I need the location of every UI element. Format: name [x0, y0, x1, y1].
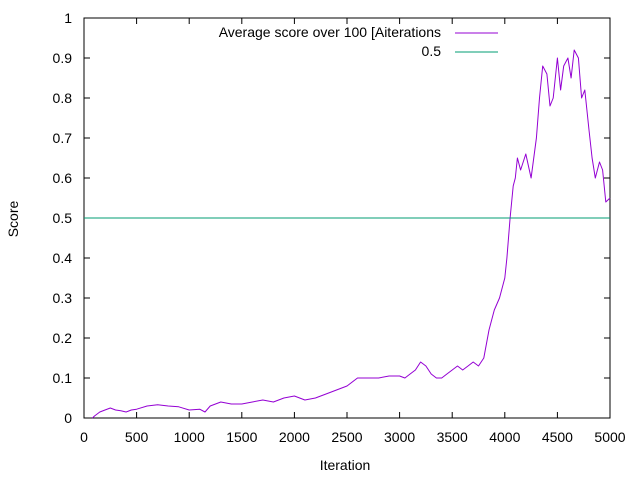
y-tick-label: 0.4 — [53, 250, 73, 266]
y-axis-label: Score — [5, 201, 21, 238]
x-tick-label: 4500 — [542, 429, 573, 445]
legend: Average score over 100 [Aiterations 0.5 — [219, 24, 498, 59]
y-tick-label: 0.1 — [53, 370, 73, 386]
x-tick-label: 4000 — [489, 429, 520, 445]
series-group — [84, 49, 611, 419]
y-tick-label: 0.8 — [53, 90, 73, 106]
x-tick-label: 3000 — [384, 429, 415, 445]
x-tick-label: 5000 — [594, 429, 625, 445]
x-tick-label: 500 — [125, 429, 149, 445]
y-axis-ticks: 0 0.1 0.2 0.3 0.4 0.5 0.6 0.7 0.8 0.9 1 — [53, 10, 610, 426]
y-tick-label: 0.7 — [53, 130, 73, 146]
x-tick-label: 2500 — [331, 429, 362, 445]
y-tick-label: 0.9 — [53, 50, 73, 66]
y-tick-label: 1 — [64, 10, 72, 26]
legend-label-average-score: Average score over 100 [Aiterations — [219, 24, 441, 40]
y-tick-label: 0.6 — [53, 170, 73, 186]
x-tick-label: 3500 — [437, 429, 468, 445]
y-tick-label: 0.2 — [53, 330, 73, 346]
legend-label-threshold: 0.5 — [422, 43, 442, 59]
series-line-average-score — [92, 49, 611, 419]
x-tick-label: 2000 — [279, 429, 310, 445]
x-axis-label: Iteration — [320, 457, 371, 473]
y-tick-label: 0.5 — [53, 210, 73, 226]
y-tick-label: 0 — [64, 410, 72, 426]
x-tick-label: 1500 — [226, 429, 257, 445]
x-tick-label: 1000 — [174, 429, 205, 445]
y-tick-label: 0.3 — [53, 290, 73, 306]
x-tick-label: 0 — [80, 429, 88, 445]
x-axis-ticks: 0 500 1000 1500 2000 2500 3000 3500 4000 4500 5000 — [80, 18, 626, 445]
